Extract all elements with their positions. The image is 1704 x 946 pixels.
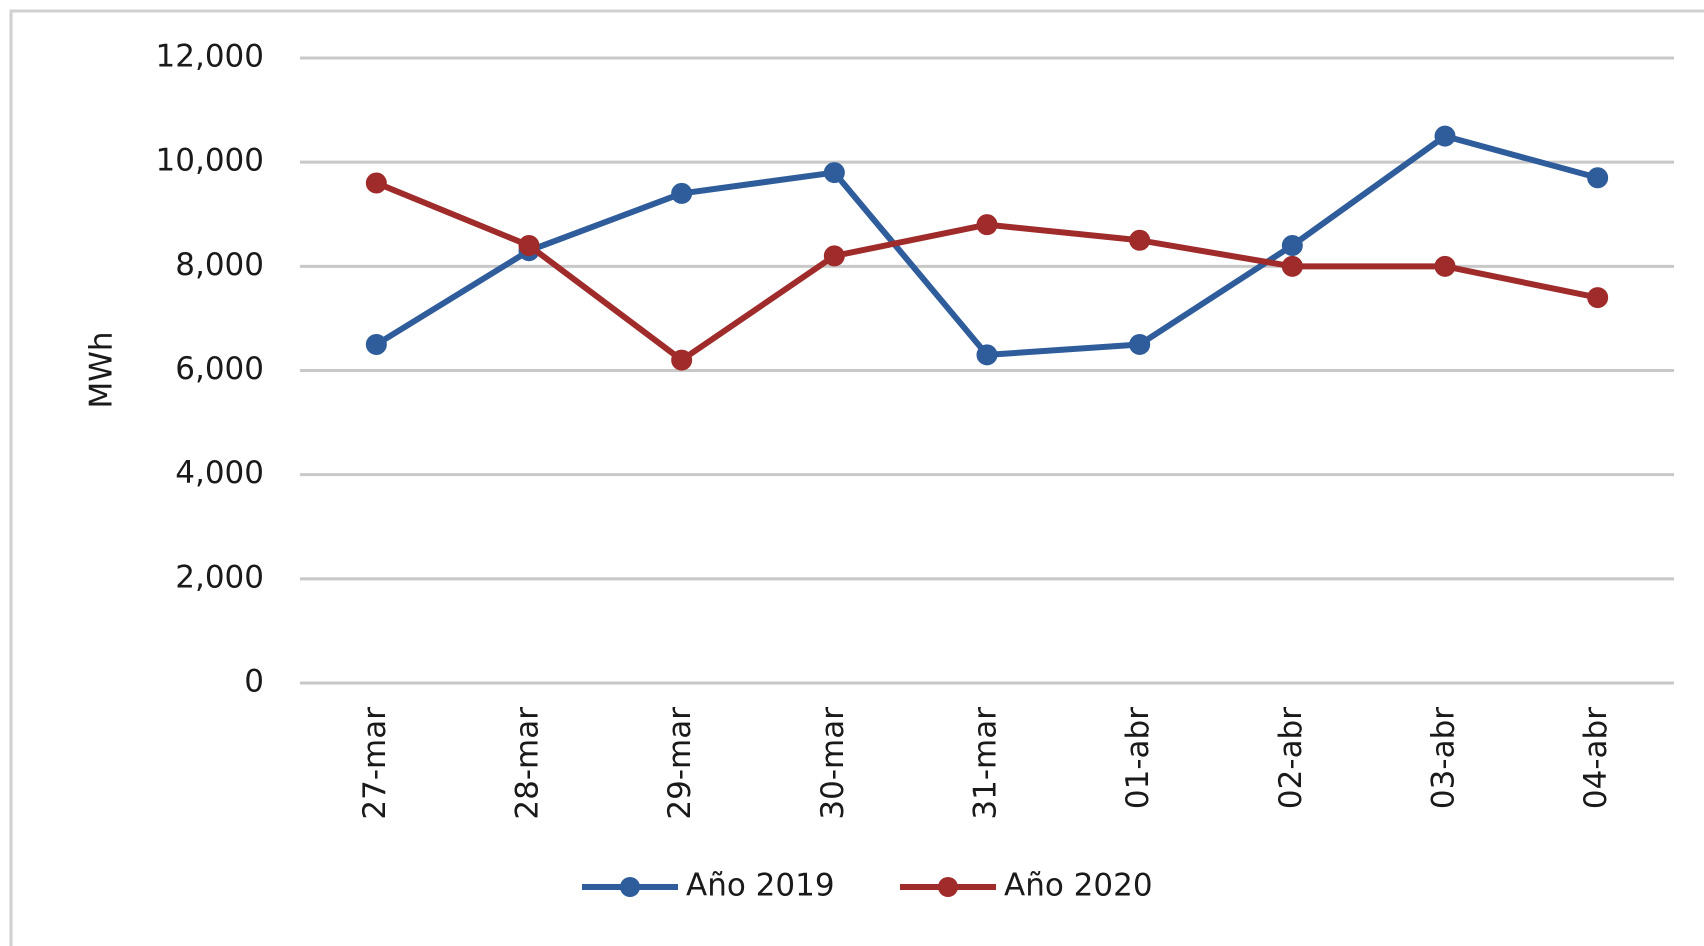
chart-frame (9, 9, 1704, 946)
data-point (823, 245, 845, 267)
data-point (518, 235, 540, 256)
data-point (1587, 287, 1609, 309)
y-tick-label: 0 (244, 664, 264, 700)
x-tick-label: 30-mar (815, 707, 851, 820)
y-tick-label: 10,000 (156, 143, 264, 179)
data-point (1129, 229, 1151, 251)
x-tick-label: 03-abr (1426, 707, 1462, 809)
y-tick-label: 8,000 (175, 247, 264, 283)
data-point (1434, 255, 1456, 277)
data-point (976, 344, 998, 366)
series-line (374, 133, 1599, 358)
x-tick-label: 27-mar (357, 707, 393, 820)
x-tick-label: 29-mar (662, 707, 698, 820)
x-tick-label: 01-abr (1120, 707, 1156, 809)
data-point (1129, 333, 1151, 355)
x-tick-label: 28-mar (510, 707, 546, 820)
x-tick-label: 31-mar (968, 707, 1004, 820)
legend-marker (938, 877, 958, 897)
data-point (365, 333, 387, 355)
y-tick-label: 6,000 (175, 351, 264, 387)
legend-label: Año 2020 (1004, 868, 1153, 904)
series-line (375, 180, 1599, 364)
y-tick-label: 12,000 (156, 39, 264, 75)
data-point (365, 172, 387, 194)
data-point (1587, 167, 1609, 189)
data-point (976, 214, 998, 236)
x-tick-label: 02-abr (1273, 707, 1309, 809)
data-point (823, 162, 845, 184)
data-point (1281, 235, 1303, 256)
data-point (1281, 255, 1303, 277)
legend-label: Año 2019 (686, 868, 835, 904)
y-tick-label: 4,000 (175, 455, 264, 491)
x-tick-label: 04-abr (1578, 707, 1614, 809)
y-tick-label: 2,000 (175, 559, 264, 595)
data-point (671, 349, 693, 371)
legend-marker (620, 877, 640, 897)
data-point (1434, 125, 1456, 147)
y-axis-label: MWh (84, 331, 120, 408)
data-point (671, 182, 693, 204)
